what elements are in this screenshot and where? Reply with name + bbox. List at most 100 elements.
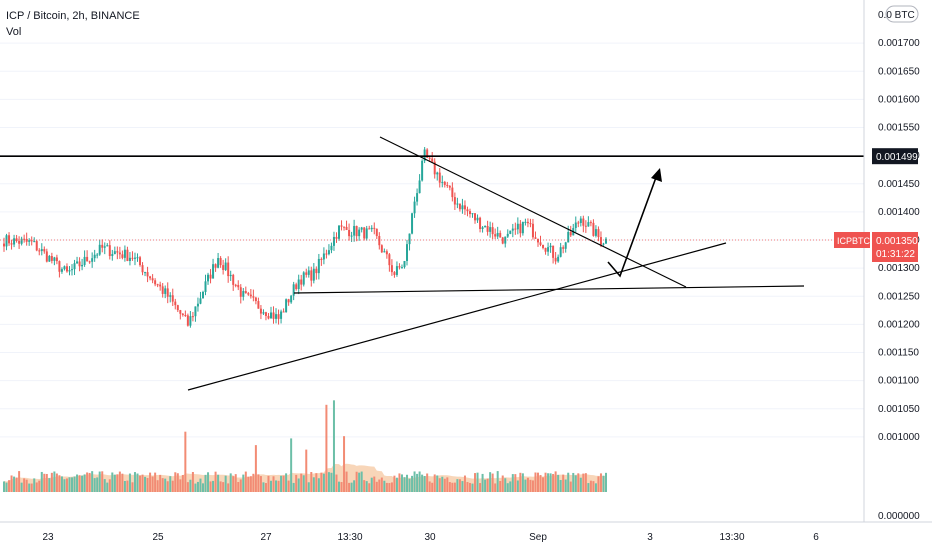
volume-bar [194,483,197,492]
volume-bar [93,478,96,492]
volume-bar [340,482,343,492]
candle [534,237,537,239]
volume-bar [199,478,202,492]
candle [123,249,126,258]
candle [436,172,439,175]
volume-bar [144,476,147,492]
candle [214,264,217,268]
candle [312,268,315,281]
candle [496,232,499,237]
candle [448,186,451,188]
candle [146,272,149,277]
volume-bar [476,472,479,492]
candle [302,272,305,285]
volume-bar [121,473,124,492]
symbol-badge[interactable] [834,232,870,248]
volume-bar [552,474,555,492]
candle [433,161,436,175]
volume-bar [358,472,361,492]
candle [458,203,461,210]
volume-bar [557,474,560,492]
candle [509,230,512,234]
volume-bar [453,482,456,492]
candle [489,227,492,232]
candle [325,253,328,255]
volume-bar [15,477,18,492]
candle [494,234,497,237]
currency-label[interactable]: 0.0 BTC [878,10,915,21]
candle [18,241,21,244]
candle [184,315,187,317]
volume-bar [111,472,114,492]
candle [166,288,169,297]
candle [428,157,431,159]
candle [574,222,577,229]
volume-bar [574,475,577,492]
currency-pill[interactable] [885,5,919,23]
volume-bar [222,482,225,492]
candle [234,284,237,286]
volume-bar [55,473,58,492]
candle [169,295,172,297]
volume-bar [209,481,212,492]
volume-bar [43,473,46,492]
candle [43,249,46,252]
candle [491,227,494,235]
volume-bar [378,479,381,492]
candle [118,252,121,255]
price-tick-label: 0.001700 [878,38,920,49]
volume-bar [436,475,439,492]
price-axis[interactable]: 0.0017000.0016500.0016000.0015500.001500… [0,0,932,523]
volume-bar [247,476,250,492]
volume-bar [353,480,356,492]
candle [468,211,471,215]
candle [48,256,51,262]
candle [594,229,597,236]
volume-bar [103,479,106,492]
volume-bar [239,479,242,492]
candle [103,246,106,248]
volume-bar [267,475,270,492]
volume-indicator-label[interactable]: Vol [6,26,22,38]
candle [267,315,270,319]
price-tick-label: 0.001250 [878,291,920,302]
candle [348,229,351,237]
candle [219,258,222,266]
candle [144,272,147,274]
candle [136,257,139,259]
volume-bar [217,474,220,492]
volume-bar [388,483,391,492]
candle [212,264,215,279]
candle [93,254,96,259]
candle [287,299,290,303]
time-axis[interactable]: 23 25 27 13:30 30 Sep 3 13:30 6 [42,532,819,543]
symbol-title[interactable]: ICP / Bitcoin, 2h, BINANCE [6,10,140,22]
volume-bar [282,475,285,492]
volume-bar [474,473,477,492]
candle [416,193,419,202]
candle [340,225,343,227]
volume-bar [408,478,411,492]
volume-bar [196,481,199,492]
price-tick-label: 0.001300 [878,263,920,274]
time-tick-label: 13:30 [719,532,744,543]
candle [252,296,255,298]
volume-bar [191,471,194,492]
volume-bar [159,474,162,492]
candle [73,263,76,270]
volume-bar [91,471,94,492]
price-tick-label: 0.001050 [878,404,920,415]
last-price-label: 0.001350 [876,236,918,247]
candle [239,287,242,297]
volume-bar [295,474,298,492]
candle [418,180,421,194]
candle [554,257,557,262]
candle [237,284,240,288]
volume-bar [305,449,308,492]
candle [443,181,446,185]
volume-bar [128,473,131,492]
candle [322,253,325,260]
candle [30,240,33,242]
